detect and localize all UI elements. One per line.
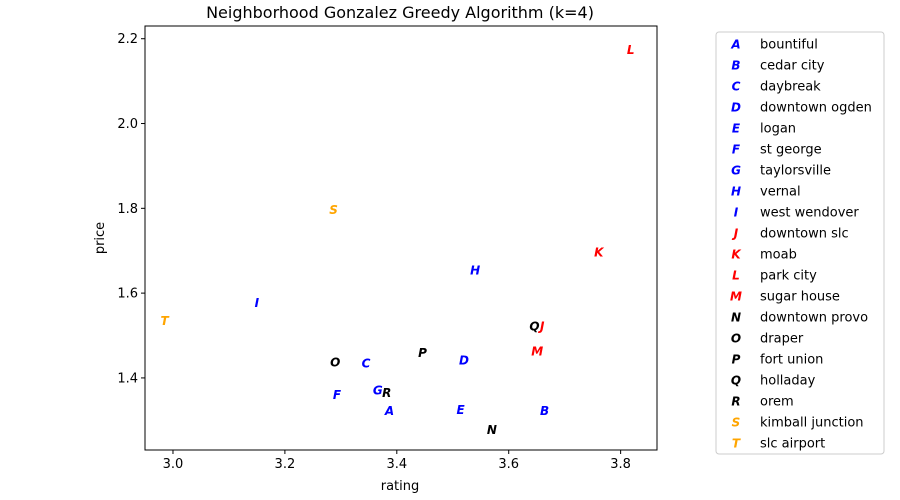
data-point-s: S (329, 203, 338, 217)
legend-box (715, 31, 885, 455)
legend-label: west wendover (760, 206, 859, 221)
data-point-c: C (362, 357, 371, 371)
legend-marker: L (732, 269, 740, 283)
data-point-f: F (333, 388, 342, 402)
y-tick-label: 2.0 (117, 117, 138, 132)
legend-marker: R (731, 395, 740, 409)
chart-title: Neighborhood Gonzalez Greedy Algorithm (… (206, 3, 594, 22)
y-tick-label: 1.6 (117, 287, 138, 302)
legend-marker: C (732, 80, 741, 94)
data-point-g: G (373, 384, 383, 398)
legend-marker: P (732, 353, 741, 367)
y-tick-label: 1.8 (117, 202, 138, 217)
legend-label: slc airport (760, 437, 825, 452)
data-points: A B C D E F G H I J K L M N O P Q R S T (160, 43, 634, 437)
legend-label: moab (760, 248, 797, 263)
legend-label: st george (760, 143, 822, 158)
legend-label: daybreak (760, 80, 821, 95)
legend-label: fort union (760, 353, 823, 368)
x-axis: 3.0 3.2 3.4 3.6 3.8 (163, 450, 631, 472)
legend-marker: I (734, 206, 739, 220)
x-tick-label: 3.6 (498, 457, 519, 472)
legend-label: bountiful (760, 38, 818, 53)
legend-marker: Q (731, 374, 741, 388)
legend-label: holladay (760, 374, 816, 389)
legend-label: orem (760, 395, 794, 410)
legend-label: draper (760, 332, 804, 347)
y-tick-label: 1.4 (117, 371, 138, 386)
legend-marker: A (730, 38, 740, 52)
data-point-b: B (540, 404, 549, 418)
data-point-h: H (470, 264, 480, 278)
legend-label: kimball junction (760, 416, 864, 431)
legend-label: downtown ogden (760, 101, 872, 116)
legend-label: cedar city (760, 59, 825, 74)
x-axis-label: rating (381, 479, 420, 494)
data-point-e: E (456, 403, 465, 417)
y-tick-label: 2.2 (117, 32, 138, 47)
data-point-o: O (330, 356, 340, 370)
data-point-k: K (594, 245, 605, 259)
data-point-p: P (418, 346, 427, 360)
legend-label: vernal (760, 185, 801, 200)
data-point-l: L (627, 43, 635, 57)
data-point-r: R (382, 386, 391, 400)
legend-marker: O (731, 332, 741, 346)
legend-label: downtown provo (760, 311, 868, 326)
data-point-m: M (531, 345, 543, 359)
legend-marker: K (731, 248, 742, 262)
legend-marker: H (731, 185, 741, 199)
legend-marker: B (731, 59, 740, 73)
legend-label: park city (760, 269, 817, 284)
legend-marker: J (732, 227, 739, 241)
legend-marker: D (731, 101, 741, 115)
legend-marker: F (732, 143, 741, 157)
data-point-j: J (538, 319, 545, 333)
x-tick-label: 3.2 (275, 457, 296, 472)
legend-marker: S (732, 416, 741, 430)
x-tick-label: 3.0 (163, 457, 184, 472)
legend-marker: N (731, 311, 741, 325)
data-point-d: D (459, 354, 469, 368)
legend-label: logan (760, 122, 796, 137)
data-point-a: A (384, 404, 394, 418)
y-axis: 1.4 1.6 1.8 2.0 2.2 (117, 32, 145, 386)
data-point-i: I (255, 296, 260, 310)
legend-label: downtown slc (760, 227, 849, 242)
legend-marker: T (732, 437, 741, 451)
legend-marker: G (731, 164, 741, 178)
data-point-t: T (160, 314, 169, 328)
legend-marker: M (730, 290, 742, 304)
x-tick-label: 3.4 (386, 457, 407, 472)
x-tick-label: 3.8 (610, 457, 631, 472)
data-point-n: N (487, 423, 497, 437)
legend-label: taylorsville (760, 164, 831, 179)
plot-area (144, 25, 658, 451)
legend-marker: E (732, 122, 741, 136)
legend-label: sugar house (760, 290, 840, 305)
y-axis-label: price (93, 222, 108, 254)
data-point-q: Q (529, 320, 539, 334)
